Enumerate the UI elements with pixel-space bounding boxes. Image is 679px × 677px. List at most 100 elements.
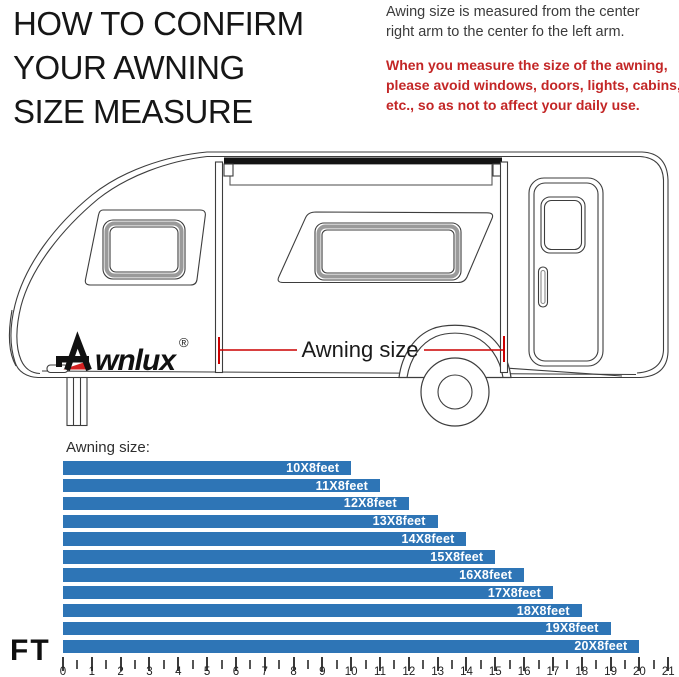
ruler-number: 14 <box>460 666 473 677</box>
ruler-tick-major <box>350 657 353 671</box>
chart-title: Awning size: <box>66 439 150 456</box>
ruler-tick-minor <box>191 660 194 669</box>
ruler-tick-major <box>90 657 93 671</box>
measurement-note-line-1: Awing size is measured from the center <box>386 4 640 20</box>
ruler-tick-minor <box>278 660 281 669</box>
ruler-tick-minor <box>479 660 482 669</box>
ruler-tick-major <box>206 657 209 671</box>
registered-trademark-symbol: ® <box>179 335 189 350</box>
front-window <box>84 209 206 286</box>
bar-17X8feet: 17X8feet <box>63 586 553 600</box>
ruler-tick-major <box>292 657 295 671</box>
measurement-note: Awing size is measured from the center r… <box>386 3 640 42</box>
ruler-unit-label: FT <box>10 634 51 667</box>
measurement-note-line-2: right arm to the center fo the left arm. <box>386 23 625 40</box>
title-line-2: YOUR AWNING <box>13 49 245 86</box>
bar-13X8feet: 13X8feet <box>63 514 438 529</box>
ruler-number: 10 <box>344 666 358 677</box>
ruler-number: 7 <box>261 666 268 677</box>
ruler-tick-major <box>321 657 324 671</box>
ruler-number: 19 <box>604 666 617 677</box>
measure-line <box>218 336 505 364</box>
awning-roller-case <box>224 157 502 164</box>
ruler-tick-minor <box>134 660 137 669</box>
ruler-tick-major <box>234 657 237 671</box>
title-line-1: HOW TO CONFIRM <box>13 5 304 42</box>
ruler-tick-minor <box>162 660 165 669</box>
ruler-tick-minor <box>249 660 252 669</box>
ruler-tick-major <box>494 657 497 671</box>
ruler-tick-minor <box>566 660 569 669</box>
warning-note-line-3: etc., so as not to affect your daily use… <box>386 97 640 113</box>
ruler-number: 11 <box>374 666 386 677</box>
ruler-tick-minor <box>595 660 598 669</box>
bar-label: 10X8feet <box>286 460 340 475</box>
warning-note-line-1: When you measure the size of the awning, <box>386 57 668 73</box>
page-title: HOW TO CONFIRM YOUR AWNING SIZE MEASURE <box>13 2 304 134</box>
ruler-number: 16 <box>517 666 531 677</box>
awning-arm-left <box>214 161 224 374</box>
ruler-tick-major <box>177 657 180 671</box>
ruler-tick-major <box>119 657 122 671</box>
warning-note-line-2: please avoid windows, doors, lights, cab… <box>386 77 679 93</box>
ruler-tick-minor <box>335 660 338 669</box>
ruler-tick-major <box>465 657 468 671</box>
ruler-tick-minor <box>105 660 108 669</box>
ruler-tick-minor <box>508 660 511 669</box>
bar-label: 13X8feet <box>372 514 426 529</box>
door-handle <box>537 266 549 308</box>
bar-10X8feet: 10X8feet <box>63 460 352 475</box>
ruler-tick-minor <box>652 660 655 669</box>
bar-label: 18X8feet <box>516 603 570 618</box>
bar-label: 19X8feet <box>545 621 599 636</box>
ruler-number: 0 <box>59 666 67 677</box>
bar-12X8feet: 12X8feet <box>63 496 409 511</box>
ruler-tick-minor <box>306 660 309 669</box>
ruler-tick-minor <box>220 660 223 669</box>
ruler-tick-minor <box>623 660 626 669</box>
bar-label: 14X8feet <box>401 532 455 547</box>
ruler-number: 21 <box>661 666 675 677</box>
bar-16X8feet: 16X8feet <box>63 568 525 582</box>
ruler-number: 20 <box>632 666 646 677</box>
ruler-number: 15 <box>488 666 502 677</box>
title-line-3: SIZE MEASURE <box>13 93 253 130</box>
side-window <box>277 211 494 284</box>
support-leg <box>46 364 88 427</box>
ruler-tick-minor <box>422 660 425 669</box>
warning-note: When you measure the size of the awning,… <box>386 55 679 115</box>
bar-18X8feet: 18X8feet <box>63 604 582 618</box>
caravan-body-outline <box>8 151 669 379</box>
ruler-number: 12 <box>402 666 416 677</box>
door <box>528 177 604 367</box>
bar-label: 20X8feet <box>574 639 628 654</box>
ruler-tick-major <box>263 657 266 671</box>
brand-name-text: wnlux <box>95 344 177 377</box>
measure-label: Awning size <box>302 337 419 362</box>
ruler-tick-major <box>551 657 554 671</box>
ruler-number: 1 <box>88 666 96 677</box>
ruler-number: 18 <box>575 666 589 677</box>
caravan-diagram: Awning size wnlux ® <box>8 151 669 427</box>
ruler-tick-major <box>523 657 526 671</box>
ruler-tick-major <box>407 657 410 671</box>
ruler-number: 9 <box>319 666 326 677</box>
ruler-number: 5 <box>203 666 211 677</box>
ruler-tick-major <box>609 657 612 671</box>
ruler-tick-major <box>148 657 151 671</box>
ruler-number: 4 <box>175 666 182 677</box>
ruler-tick-major <box>62 657 64 671</box>
ruler-tick-minor <box>393 660 396 669</box>
bar-19X8feet: 19X8feet <box>63 621 611 636</box>
ruler-number: 2 <box>117 666 124 677</box>
ruler-number: 6 <box>232 666 240 677</box>
ruler-tick-major <box>667 657 670 671</box>
bar-label: 12X8feet <box>343 496 397 511</box>
bar-14X8feet: 14X8feet <box>63 532 467 547</box>
ruler-tick-major <box>638 657 641 671</box>
bar-label: 11X8feet <box>315 478 369 493</box>
ruler-number: 17 <box>546 666 560 677</box>
bar-label: 17X8feet <box>487 585 541 600</box>
